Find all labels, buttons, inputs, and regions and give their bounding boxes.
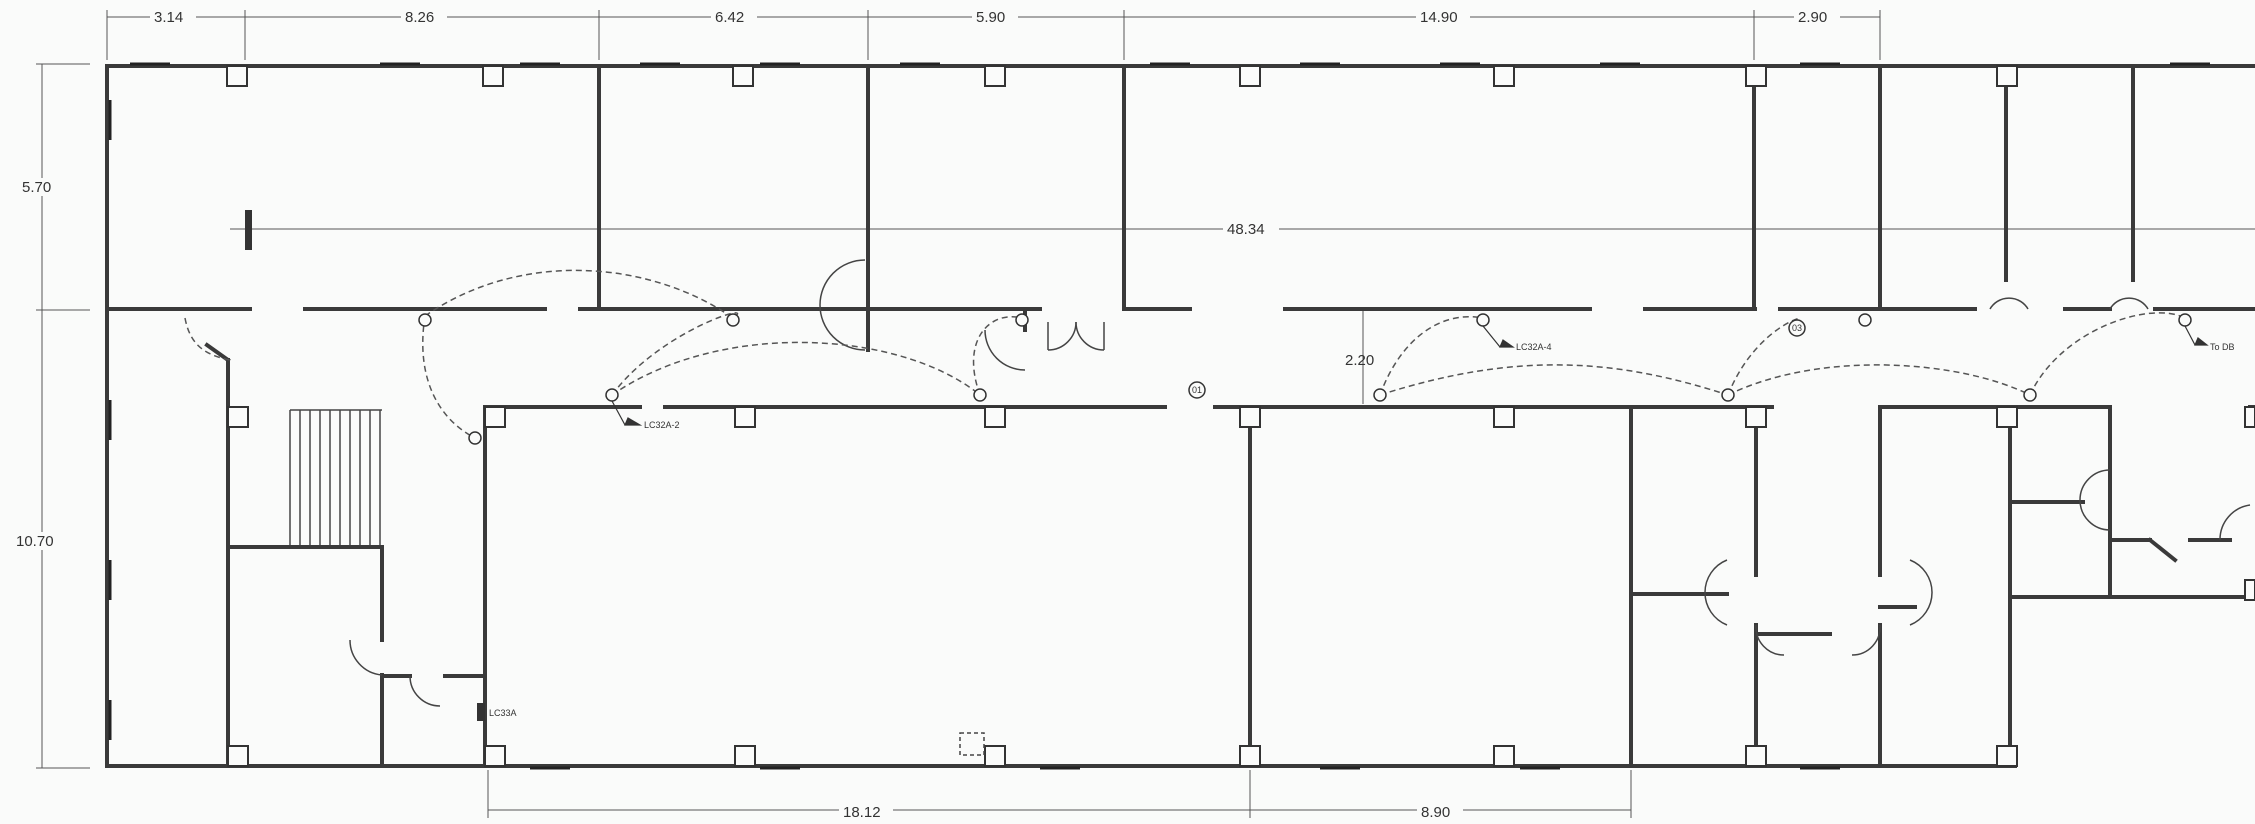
dim-bottom-2: 8.90 xyxy=(1421,804,1450,821)
columns xyxy=(226,65,2255,767)
circuit-label-2: LC32A-4 xyxy=(1516,342,1552,352)
tag-label-1: 01 xyxy=(1192,385,1202,395)
electrical-panel xyxy=(477,703,485,721)
stairs xyxy=(289,409,382,545)
circuit-labels: LC32A-2 LC32A-4 LC33A To DB 01 03 xyxy=(489,323,2235,718)
circuit-label-1: LC32A-2 xyxy=(644,420,680,430)
door-swings xyxy=(349,259,2251,707)
receptacles xyxy=(418,313,2192,445)
walls xyxy=(105,64,2255,768)
tag-label-2: 03 xyxy=(1792,323,1802,333)
dimension-lines xyxy=(36,10,2255,818)
circuit-arcs xyxy=(184,269,2186,439)
dim-bottom-1: 18.12 xyxy=(843,804,881,821)
circuit-arrows xyxy=(611,325,2209,426)
panel-label: LC33A xyxy=(489,708,517,718)
window-marks xyxy=(108,62,2210,770)
dim-top-6: 2.90 xyxy=(1798,9,1827,26)
dim-top-5: 14.90 xyxy=(1420,9,1458,26)
dim-interior-2: 2.20 xyxy=(1345,352,1374,369)
to-db-label: To DB xyxy=(2210,342,2235,352)
floor-box xyxy=(959,732,985,756)
dim-top-3: 6.42 xyxy=(715,9,744,26)
dim-left-1: 5.70 xyxy=(22,179,51,196)
dim-top-4: 5.90 xyxy=(976,9,1005,26)
dim-top-1: 3.14 xyxy=(154,9,183,26)
door-leaf xyxy=(245,210,252,250)
dimension-labels: 3.14 8.26 6.42 5.90 14.90 2.90 18.12 8.9… xyxy=(14,8,1840,821)
dim-left-2: 10.70 xyxy=(16,533,54,550)
dim-top-2: 8.26 xyxy=(405,9,434,26)
dim-interior-1: 48.34 xyxy=(1227,221,1265,238)
